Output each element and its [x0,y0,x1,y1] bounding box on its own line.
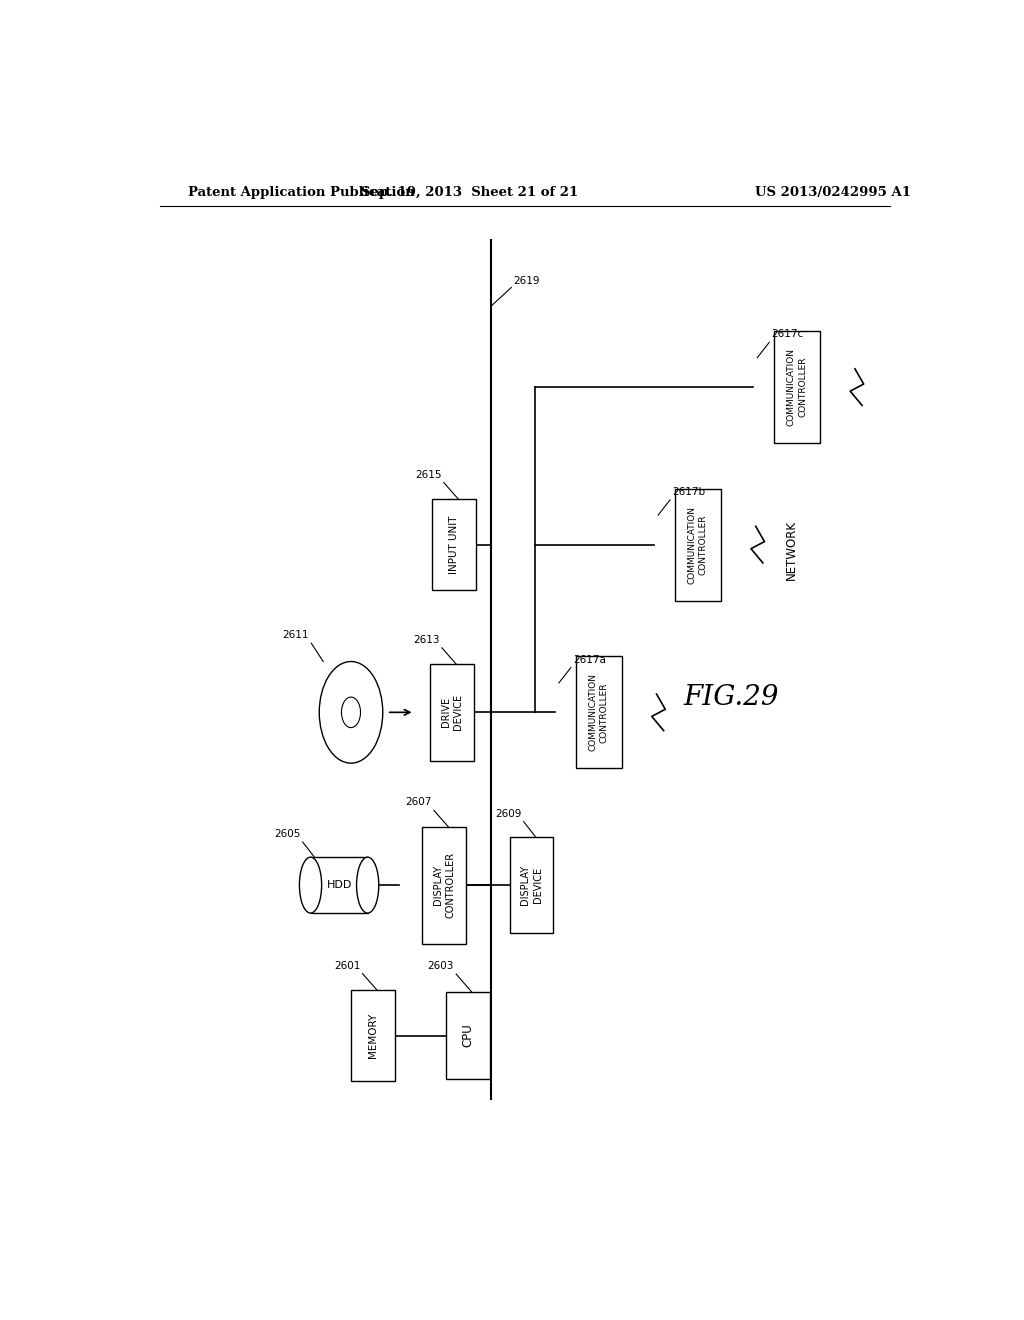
Bar [446,993,489,1078]
Bar [351,990,394,1081]
Text: DISPLAY
CONTROLLER: DISPLAY CONTROLLER [433,853,456,919]
Text: 2605: 2605 [273,829,300,840]
Text: 2615: 2615 [415,470,441,479]
Text: 2619: 2619 [513,276,540,286]
Bar [310,857,368,913]
Text: CPU: CPU [462,1024,474,1048]
Text: Patent Application Publication: Patent Application Publication [187,186,415,199]
Text: 2609: 2609 [495,809,521,818]
Text: 2603: 2603 [427,961,454,972]
Text: FIG.29: FIG.29 [683,684,779,710]
Text: INPUT UNIT: INPUT UNIT [450,515,459,574]
Text: COMMUNICATION
CONTROLLER: COMMUNICATION CONTROLLER [688,506,708,583]
Text: COMMUNICATION
CONTROLLER: COMMUNICATION CONTROLLER [589,673,608,751]
Bar [423,826,466,944]
Ellipse shape [319,661,383,763]
Bar [510,837,553,933]
Bar [432,499,476,590]
Ellipse shape [299,857,322,913]
Bar [774,331,820,444]
Text: 2617c: 2617c [772,329,804,339]
Text: MEMORY: MEMORY [368,1012,378,1059]
Text: 2617b: 2617b [673,487,706,496]
Ellipse shape [341,697,360,727]
Text: COMMUNICATION
CONTROLLER: COMMUNICATION CONTROLLER [787,348,807,426]
Text: HDD: HDD [327,880,352,890]
Text: NETWORK: NETWORK [785,520,798,579]
Text: 2601: 2601 [334,961,360,970]
Text: 2617a: 2617a [573,655,606,664]
Bar [575,656,622,768]
Text: 2607: 2607 [406,797,431,808]
Bar [675,488,721,601]
Text: 2613: 2613 [413,635,439,644]
Text: 2611: 2611 [283,630,309,640]
Text: DRIVE
DEVICE: DRIVE DEVICE [441,694,464,730]
Text: Sep. 19, 2013  Sheet 21 of 21: Sep. 19, 2013 Sheet 21 of 21 [360,186,578,199]
Ellipse shape [356,857,379,913]
Text: DISPLAY
DEVICE: DISPLAY DEVICE [520,865,543,906]
Text: US 2013/0242995 A1: US 2013/0242995 A1 [755,186,911,199]
Bar [430,664,474,760]
